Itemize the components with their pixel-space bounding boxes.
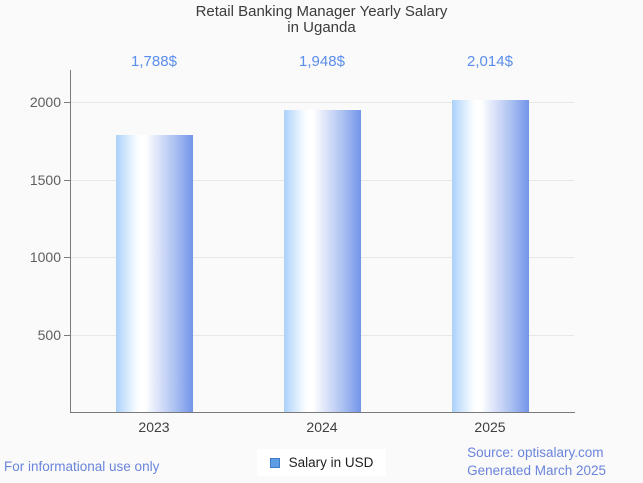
chart-title: Retail Banking Manager Yearly Salary in …: [0, 4, 643, 35]
value-label-2023: 1,788$: [131, 53, 177, 70]
value-label-2024: 1,948$: [299, 53, 345, 70]
value-label-2025: 2,014$: [467, 53, 513, 70]
chart-title-line1: Retail Banking Manager Yearly Salary: [195, 3, 448, 20]
legend-box: Salary in USD: [256, 449, 387, 476]
x-tick-label-2024: 2024: [306, 419, 338, 435]
source-attribution: Source: optisalary.com Generated March 2…: [467, 444, 606, 479]
legend-label: Salary in USD: [288, 455, 374, 470]
x-tick-label-2025: 2025: [474, 419, 506, 435]
y-axis-line: [70, 70, 71, 413]
disclaimer-text: For informational use only: [4, 459, 160, 474]
y-tick-label-1000: 1000: [29, 249, 61, 265]
y-tick-label-500: 500: [37, 327, 61, 343]
x-tick-label-2023: 2023: [138, 419, 170, 435]
legend: Salary in USD: [0, 449, 643, 476]
y-tick-2000: [64, 102, 70, 103]
y-tick-label-1500: 1500: [29, 172, 61, 188]
y-tick-500: [64, 335, 70, 336]
bar-2025: [452, 100, 529, 412]
chart-title-line2: in Uganda: [287, 18, 356, 36]
bar-2023: [116, 135, 193, 412]
source-line: Source: optisalary.com: [467, 445, 604, 460]
legend-swatch-icon: [269, 457, 280, 468]
y-tick-1500: [64, 180, 70, 181]
y-tick-label-2000: 2000: [29, 94, 61, 110]
generated-line: Generated March 2025: [467, 462, 606, 478]
x-axis-line: [70, 412, 575, 413]
y-tick-1000: [64, 257, 70, 258]
gridline-2000: [71, 102, 574, 103]
bar-2024: [284, 110, 361, 412]
